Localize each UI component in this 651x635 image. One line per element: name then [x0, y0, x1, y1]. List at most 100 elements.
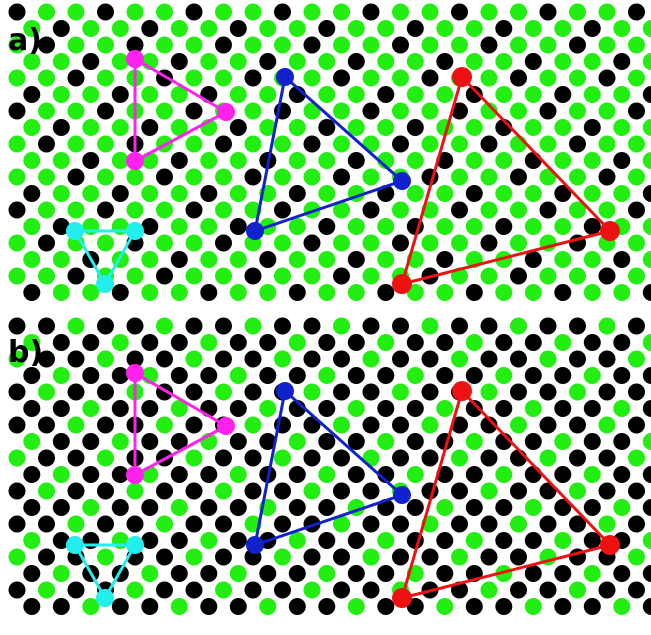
- green-dot: [436, 218, 454, 235]
- green-dot: [451, 449, 468, 467]
- green-dot: [465, 119, 483, 136]
- black-dot: [215, 317, 232, 335]
- black-dot: [67, 581, 85, 599]
- blue-triangle-vertex: [276, 68, 294, 86]
- black-dot: [598, 350, 616, 368]
- black-dot: [333, 449, 350, 467]
- black-dot: [97, 383, 114, 401]
- green-dot: [111, 20, 129, 37]
- black-dot: [333, 383, 350, 401]
- black-dot: [539, 383, 557, 401]
- black-dot: [583, 334, 601, 351]
- blue-triangle-vertex: [393, 172, 411, 190]
- black-dot: [451, 201, 468, 219]
- green-dot: [288, 532, 306, 549]
- black-dot: [141, 20, 159, 37]
- black-dot: [82, 334, 100, 351]
- black-dot: [613, 251, 631, 268]
- green-dot: [628, 234, 645, 252]
- black-dot: [362, 3, 380, 21]
- black-dot: [406, 499, 424, 516]
- black-dot: [141, 400, 159, 417]
- green-dot: [274, 350, 291, 368]
- black-dot: [185, 201, 203, 219]
- black-dot: [451, 416, 468, 434]
- green-dot: [274, 449, 291, 467]
- black-dot: [598, 482, 616, 500]
- black-dot: [333, 482, 350, 500]
- black-dot: [185, 416, 203, 434]
- black-dot: [377, 284, 395, 301]
- green-dot: [613, 400, 631, 417]
- green-dot: [598, 3, 616, 21]
- black-dot: [67, 69, 85, 87]
- green-dot: [598, 515, 616, 533]
- green-dot: [554, 251, 572, 268]
- green-dot: [38, 102, 55, 120]
- green-dot: [215, 383, 232, 401]
- black-dot: [244, 168, 262, 186]
- black-dot: [495, 499, 513, 516]
- black-dot: [126, 515, 144, 533]
- green-dot: [362, 36, 380, 54]
- black-dot: [318, 499, 336, 516]
- green-dot: [170, 86, 188, 103]
- green-dot: [229, 251, 247, 268]
- green-dot: [392, 102, 409, 120]
- green-dot: [185, 548, 203, 566]
- black-dot: [23, 185, 41, 202]
- green-dot: [170, 598, 188, 615]
- black-dot: [259, 53, 277, 70]
- black-dot: [67, 350, 85, 368]
- black-dot: [569, 515, 586, 533]
- green-dot: [569, 383, 586, 401]
- magenta-triangle-edges: [133, 371, 228, 477]
- green-dot: [524, 499, 542, 516]
- black-dot: [141, 499, 159, 516]
- green-dot: [97, 548, 114, 566]
- cyan-triangle-vertex: [96, 589, 114, 607]
- black-dot: [200, 185, 218, 202]
- black-dot: [141, 119, 159, 136]
- green-dot: [333, 317, 350, 335]
- black-dot: [554, 86, 572, 103]
- black-dot: [480, 515, 498, 533]
- green-dot: [67, 515, 85, 533]
- green-dot: [259, 119, 277, 136]
- green-dot: [347, 284, 365, 301]
- magenta-triangle-vertex: [126, 152, 144, 170]
- red-triangle-vertex: [600, 221, 620, 241]
- black-dot: [613, 334, 631, 351]
- green-dot: [170, 499, 188, 516]
- black-dot: [524, 565, 542, 582]
- red-triangle-vertex: [600, 535, 620, 555]
- green-dot: [451, 350, 468, 368]
- green-dot: [318, 152, 336, 169]
- black-dot: [200, 598, 218, 615]
- green-dot: [480, 69, 498, 87]
- green-dot: [598, 201, 616, 219]
- black-dot: [539, 515, 557, 533]
- green-dot: [583, 53, 601, 70]
- black-dot: [170, 152, 188, 169]
- black-dot: [318, 119, 336, 136]
- black-dot: [362, 416, 380, 434]
- green-dot: [406, 86, 424, 103]
- black-dot: [613, 367, 631, 384]
- green-dot: [141, 185, 159, 202]
- black-dot: [259, 433, 277, 450]
- green-dot: [480, 383, 498, 401]
- black-dot: [8, 581, 26, 599]
- black-dot: [82, 466, 100, 483]
- black-dot: [67, 267, 85, 285]
- black-dot: [318, 20, 336, 37]
- black-dot: [392, 317, 409, 335]
- green-dot: [111, 334, 129, 351]
- green-dot: [377, 119, 395, 136]
- green-dot: [377, 53, 395, 70]
- green-dot: [524, 400, 542, 417]
- green-dot: [67, 416, 85, 434]
- green-dot: [38, 581, 55, 599]
- black-dot: [156, 168, 173, 186]
